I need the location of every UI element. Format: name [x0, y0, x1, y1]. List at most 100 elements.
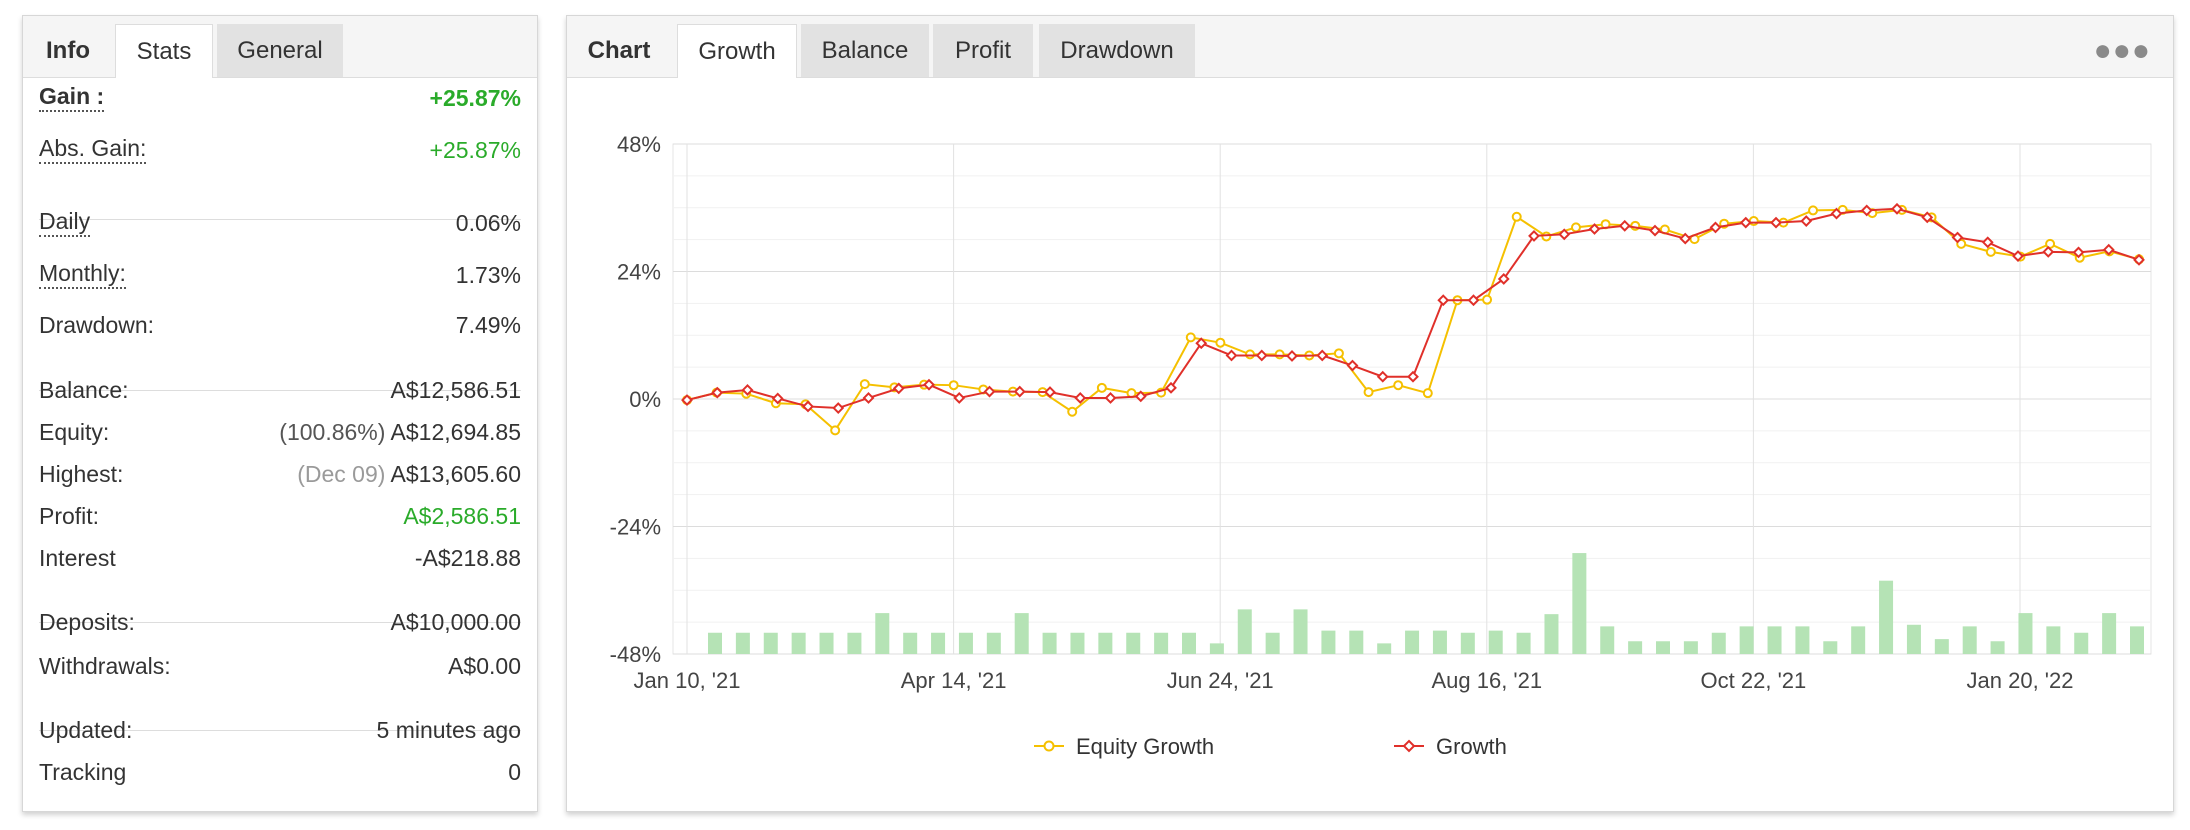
growth-point[interactable] [1528, 229, 1540, 242]
growth-point[interactable] [1921, 211, 1934, 224]
growth-point[interactable] [2072, 246, 2085, 259]
tab-info[interactable]: Info [46, 36, 90, 64]
equity-growth-point[interactable] [1185, 332, 1196, 343]
growth-point[interactable] [1649, 224, 1661, 237]
growth-point[interactable] [1346, 359, 1359, 372]
equity-growth-point[interactable] [1541, 231, 1552, 242]
growth-point[interactable] [983, 385, 996, 398]
volume-bar [1154, 632, 1169, 654]
equity-growth-point[interactable] [1956, 238, 1967, 249]
growth-point[interactable] [1739, 216, 1752, 229]
growth-point[interactable] [1891, 202, 1903, 215]
tab-general[interactable]: General [217, 24, 343, 77]
growth-point[interactable] [1558, 228, 1571, 241]
stat-monthly-label[interactable]: Monthly: [39, 261, 126, 289]
growth-point[interactable] [1255, 349, 1268, 362]
growth-point[interactable] [1981, 236, 1994, 249]
growth-point[interactable] [1679, 232, 1692, 245]
growth-point[interactable] [953, 392, 966, 404]
equity-growth-point[interactable] [1570, 222, 1581, 233]
legend-label: Equity Growth [1076, 734, 1214, 759]
growth-point[interactable] [1588, 223, 1601, 235]
growth-point[interactable] [1860, 204, 1873, 217]
growth-point[interactable] [1770, 216, 1782, 229]
growth-point[interactable] [771, 392, 784, 405]
growth-point[interactable] [1407, 370, 1419, 383]
equity-growth-point[interactable] [1096, 382, 1107, 393]
growth-point[interactable] [2133, 253, 2145, 266]
legend-equity-growth[interactable]: Equity Growth [1034, 734, 1214, 759]
stat-withdrawals: Withdrawals: A$0.00 [39, 646, 521, 686]
stat-gain-label[interactable]: Gain : [39, 84, 105, 112]
volume-bar [1405, 630, 1420, 654]
stat-tracking-label: Tracking [39, 758, 127, 785]
x-tick-label: Jan 20, '22 [1967, 668, 2074, 693]
growth-point[interactable] [1618, 219, 1631, 232]
growth-point[interactable] [832, 402, 845, 414]
stat-profit: Profit: A$2,586.51 [39, 496, 521, 536]
growth-point[interactable] [741, 384, 754, 396]
tab-drawdown[interactable]: Drawdown [1039, 24, 1195, 77]
growth-point[interactable] [711, 386, 724, 399]
equity-growth-point[interactable] [1985, 246, 1996, 257]
growth-point[interactable] [1225, 349, 1238, 362]
stat-abs-gain-label[interactable]: Abs. Gain: [39, 136, 147, 164]
growth-point[interactable] [1316, 349, 1329, 362]
chart-legend[interactable]: Equity Growth Growth [1034, 734, 1507, 759]
growth-point[interactable] [1709, 221, 1722, 234]
stat-daily-label[interactable]: Daily [39, 209, 91, 237]
chart-grid [672, 143, 2152, 655]
more-dots-icon[interactable]: ●●● [2093, 34, 2151, 67]
growth-point[interactable] [1134, 390, 1147, 403]
stat-balance: Balance: A$12,586.51 [39, 370, 521, 410]
equity-growth-point[interactable] [1245, 349, 1256, 360]
equity-growth-point[interactable] [1333, 348, 1344, 359]
tab-growth[interactable]: Growth [677, 24, 797, 78]
equity-growth-point[interactable] [1511, 211, 1522, 222]
growth-point[interactable] [1286, 350, 1298, 362]
growth-point[interactable] [1165, 381, 1177, 394]
legend-growth[interactable]: Growth [1394, 734, 1507, 759]
equity-growth-point[interactable] [1422, 388, 1433, 399]
growth-point[interactable] [1376, 370, 1389, 383]
growth-point[interactable] [1104, 392, 1117, 404]
growth-point[interactable] [1013, 385, 1026, 398]
growth-point[interactable] [892, 382, 905, 395]
growth-point[interactable] [1044, 386, 1056, 399]
growth-point[interactable] [1951, 231, 1964, 244]
growth-point[interactable] [923, 378, 935, 391]
growth-point[interactable] [1800, 215, 1813, 227]
growth-point[interactable] [681, 394, 693, 406]
growth-point[interactable] [2102, 243, 2115, 256]
equity-growth-point[interactable] [1067, 406, 1078, 417]
volume-bar [708, 632, 722, 654]
equity-growth-point[interactable] [1215, 337, 1226, 348]
equity-growth-point[interactable] [1482, 294, 1493, 305]
stat-gain: Gain : +25.87% [39, 78, 521, 118]
equity-growth-point[interactable] [859, 379, 870, 390]
equity-growth-point[interactable] [948, 380, 959, 391]
growth-point[interactable] [1437, 294, 1450, 307]
growth-point[interactable] [862, 392, 875, 404]
growth-point[interactable] [1467, 294, 1480, 307]
growth-point[interactable] [1195, 337, 1208, 350]
equity-growth-point[interactable] [2045, 238, 2056, 249]
equity-growth-point[interactable] [1363, 387, 1374, 398]
equity-growth-point[interactable] [1274, 349, 1285, 360]
growth-point[interactable] [1830, 207, 1843, 220]
tab-stats[interactable]: Stats [115, 24, 213, 78]
growth-point[interactable] [2042, 245, 2055, 258]
tab-balance[interactable]: Balance [801, 24, 929, 77]
volume-bar [1209, 643, 1224, 654]
equity-growth-point[interactable] [1808, 205, 1819, 216]
tab-profit[interactable]: Profit [933, 24, 1033, 77]
tab-chart[interactable]: Chart [587, 36, 651, 64]
growth-point[interactable] [1074, 392, 1087, 404]
growth-point[interactable] [1497, 273, 1510, 285]
growth-point[interactable] [802, 400, 814, 413]
equity-growth-point[interactable] [830, 425, 841, 436]
stat-abs-gain-value: +25.87% [429, 136, 521, 163]
equity-growth-point[interactable] [1393, 380, 1404, 391]
equity-growth-point[interactable] [1748, 216, 1759, 227]
growth-point[interactable] [2012, 250, 2024, 263]
